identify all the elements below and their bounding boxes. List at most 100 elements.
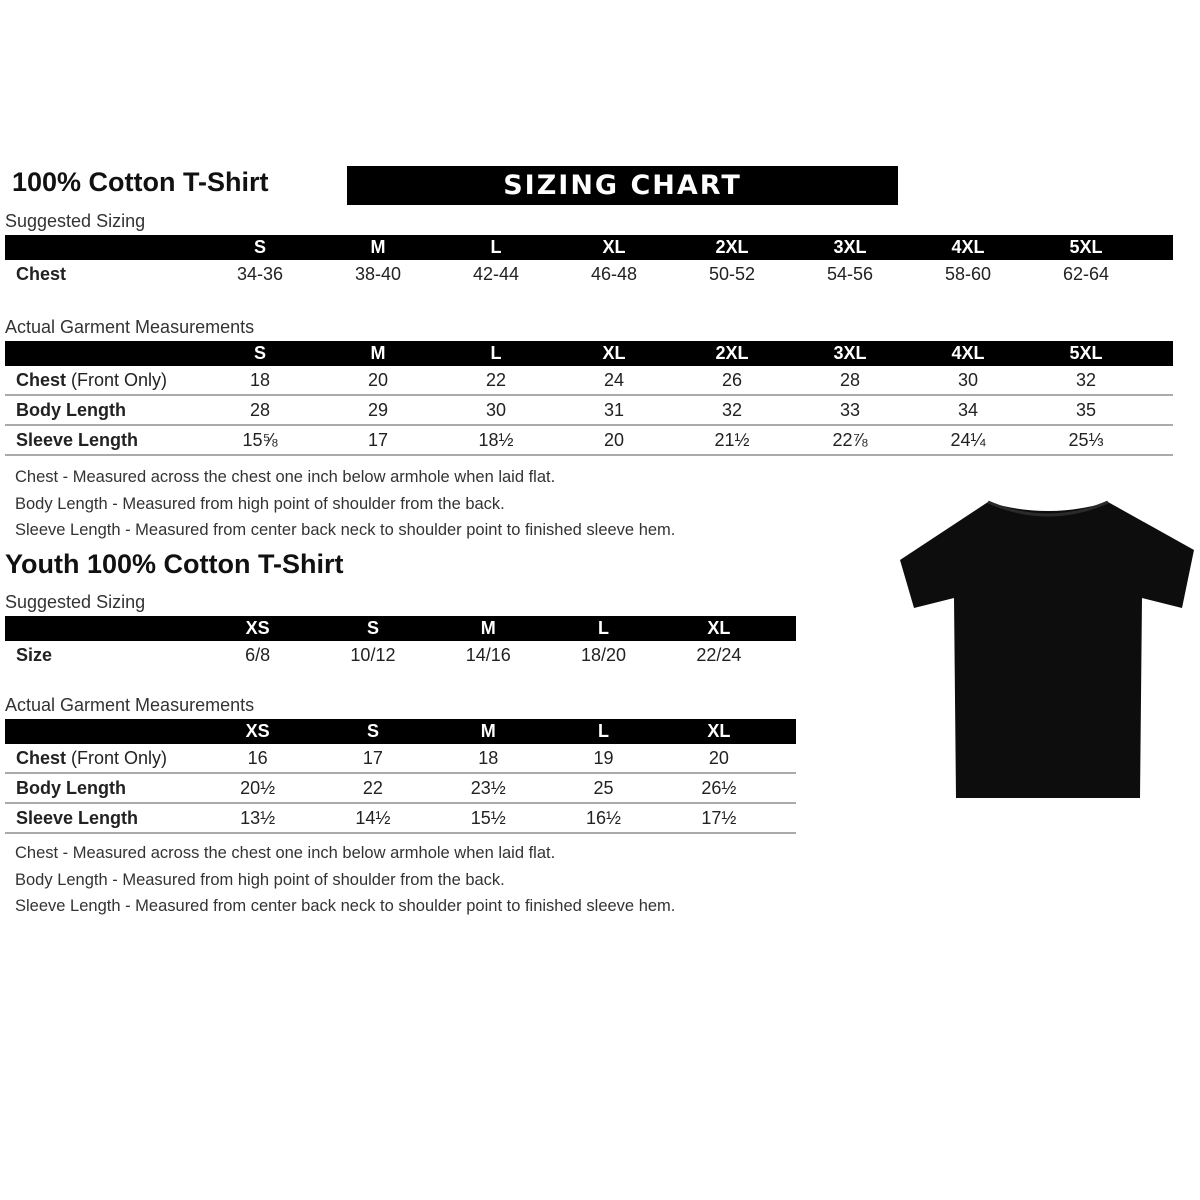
table-cell: 15½ [470,807,506,828]
table-cell: 17½ [701,807,737,828]
table-cell: 21½ [714,429,750,450]
table-cell: 17 [362,747,383,768]
table-cell: 34-36 [236,263,284,284]
table-cell: 28 [839,369,861,390]
table-cell: 16½ [586,807,622,828]
row-label: Chest (Front Only) [5,748,200,769]
adult-actual-label: Actual Garment Measurements [5,317,255,337]
row-label-extra: (Front Only) [66,369,168,390]
table-row: Size 6/8 10/12 14/16 18/20 22/24 [5,641,796,669]
table-cell: 20½ [240,777,276,798]
size-header: M [480,618,496,638]
row-label: Sleeve Length [5,430,201,451]
table-cell: 19 [593,747,614,768]
table-row: Body Length 20½ 22 23½ 25 26½ [5,774,796,804]
size-header: XS [245,721,270,741]
size-header: L [598,721,610,741]
table-cell: 10/12 [350,644,396,665]
table-cell: 18 [249,369,271,390]
note-body-length: Body Length - Measured from high point o… [15,870,505,889]
table-cell: 31 [603,399,625,420]
table-cell: 58-60 [944,263,992,284]
table-row: Chest (Front Only) 16 17 18 19 20 [5,744,796,774]
size-header: 4XL [951,237,985,257]
size-header: L [598,618,610,638]
table-cell: 18½ [478,429,514,450]
size-header: 5XL [1069,343,1103,363]
table-cell: 28 [249,399,271,420]
size-header: 4XL [951,343,985,363]
table-row: Body Length 28 29 30 31 32 33 34 35 [5,396,1173,426]
row-label: Chest (Front Only) [5,370,201,391]
table-row: Sleeve Length 13½ 14½ 15½ 16½ 17½ [5,804,796,834]
youth-actual-label: Actual Garment Measurements [5,695,255,715]
row-label: Body Length [5,400,201,421]
size-header: M [370,237,386,257]
table-cell: 6/8 [245,644,271,665]
row-label-text: Chest [16,263,67,284]
table-cell: 54-56 [826,263,874,284]
table-cell: 46-48 [590,263,638,284]
row-label-text: Chest [16,369,67,390]
table-cell: 35 [1075,399,1097,420]
row-label: Sleeve Length [5,808,200,829]
row-label-extra: (Front Only) [66,747,168,768]
table-cell: 22⅞ [832,429,868,450]
size-header: 2XL [715,343,749,363]
row-label-text: Sleeve Length [16,429,139,450]
size-header-row: XS S M L XL [5,616,796,641]
size-header: 3XL [833,343,867,363]
table-cell: 62-64 [1062,263,1110,284]
youth-actual-table: XS S M L XL Chest (Front Only) 16 17 18 19 20 Body … [5,719,796,834]
size-header: XL [707,721,731,741]
table-cell: 38-40 [354,263,402,284]
row-label-text: Size [16,644,53,665]
table-cell: 22/24 [696,644,742,665]
size-header-row: S M L XL 2XL 3XL 4XL 5XL [5,341,1173,366]
table-cell: 16 [247,747,268,768]
table-cell: 30 [957,369,979,390]
note-sleeve-length: Sleeve Length - Measured from center bac… [15,521,676,539]
size-header: L [490,237,502,257]
table-row: Chest (Front Only) 18 20 22 24 26 28 30 32 [5,366,1173,396]
table-cell: 29 [367,399,389,420]
tshirt-icon [900,500,1194,798]
size-header: XL [707,618,731,638]
note-chest: Chest - Measured across the chest one in… [15,468,556,486]
row-label-text: Sleeve Length [16,807,139,828]
table-cell: 42-44 [472,263,520,284]
table-cell: 30 [485,399,507,420]
table-cell: 24¼ [950,429,986,450]
sizing-chart-banner: SIZING CHART [347,166,898,205]
adult-suggested-table: S M L XL 2XL 3XL 4XL 5XL Chest 34-36 38-40 42-44 46-… [5,235,1173,288]
size-header: M [480,721,496,741]
size-header: 2XL [715,237,749,257]
row-label-text: Chest [16,747,67,768]
adult-title: 100% Cotton T-Shirt [12,167,269,197]
table-cell: 32 [1075,369,1097,390]
note-sleeve-length: Sleeve Length - Measured from center bac… [15,897,676,915]
table-cell: 14/16 [465,644,511,665]
table-cell: 14½ [355,807,391,828]
table-cell: 23½ [470,777,506,798]
table-cell: 33 [839,399,861,420]
table-cell: 20 [603,429,625,450]
row-label: Size [5,645,200,666]
table-row: Sleeve Length 15⅝ 17 18½ 20 21½ 22⅞ 24¼ 25⅓ [5,426,1173,456]
adult-suggested-label: Suggested Sizing [5,211,146,231]
note-body-length: Body Length - Measured from high point o… [15,494,505,513]
size-header: L [490,343,502,363]
table-cell: 22 [485,369,507,390]
table-cell: 25 [593,777,614,798]
table-cell: 24 [603,369,625,390]
adult-actual-table: S M L XL 2XL 3XL 4XL 5XL Chest (Front Only) 18 20 2… [5,341,1173,456]
size-header: 5XL [1069,237,1103,257]
adult-notes: Chest - Measured across the chest one in… [15,468,675,548]
table-cell: 22 [362,777,383,798]
table-cell: 15⅝ [242,429,278,450]
table-cell: 26 [721,369,743,390]
size-header: S [253,343,266,363]
size-header: XL [602,343,626,363]
size-header: S [253,237,266,257]
size-header: S [366,721,379,741]
